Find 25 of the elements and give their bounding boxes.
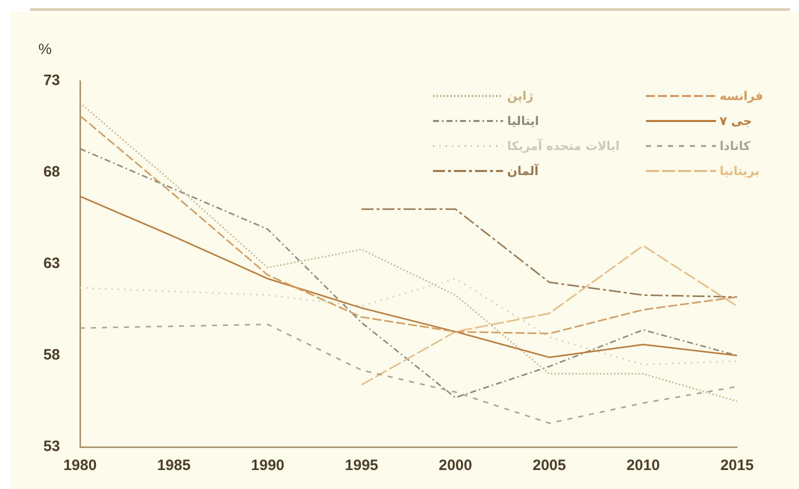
text: بریتانیا [720, 164, 760, 178]
line-series [80, 324, 737, 424]
text: آلمان [507, 164, 539, 178]
line-series [360, 208, 737, 298]
y-tick-label: 53 [43, 438, 60, 456]
text: کانادا [720, 138, 750, 152]
x-tick-label: 1990 [251, 457, 284, 474]
x-tick-label: 2015 [720, 457, 754, 474]
x-tick-label: 2010 [626, 457, 660, 474]
text: فرانسه [720, 88, 763, 102]
text: جی ۷ [720, 114, 752, 128]
y-tick-label: 73 [43, 72, 60, 90]
y-tick-label: 58 [43, 346, 60, 364]
y-axis-title: % [38, 41, 52, 58]
text: ایتالیا [507, 114, 540, 128]
x-tick-label: 2005 [532, 457, 566, 474]
y-tick-label: 68 [43, 164, 60, 181]
x-tick-label: 1985 [157, 457, 191, 474]
x-tick-label: 2000 [438, 457, 472, 474]
line-series [360, 244, 737, 386]
text: ژاپن [507, 88, 534, 102]
line-series [80, 278, 737, 366]
x-tick-label: 1980 [63, 457, 97, 474]
x-tick-label: 1995 [344, 457, 378, 474]
y-tick-label: 63 [43, 255, 60, 272]
